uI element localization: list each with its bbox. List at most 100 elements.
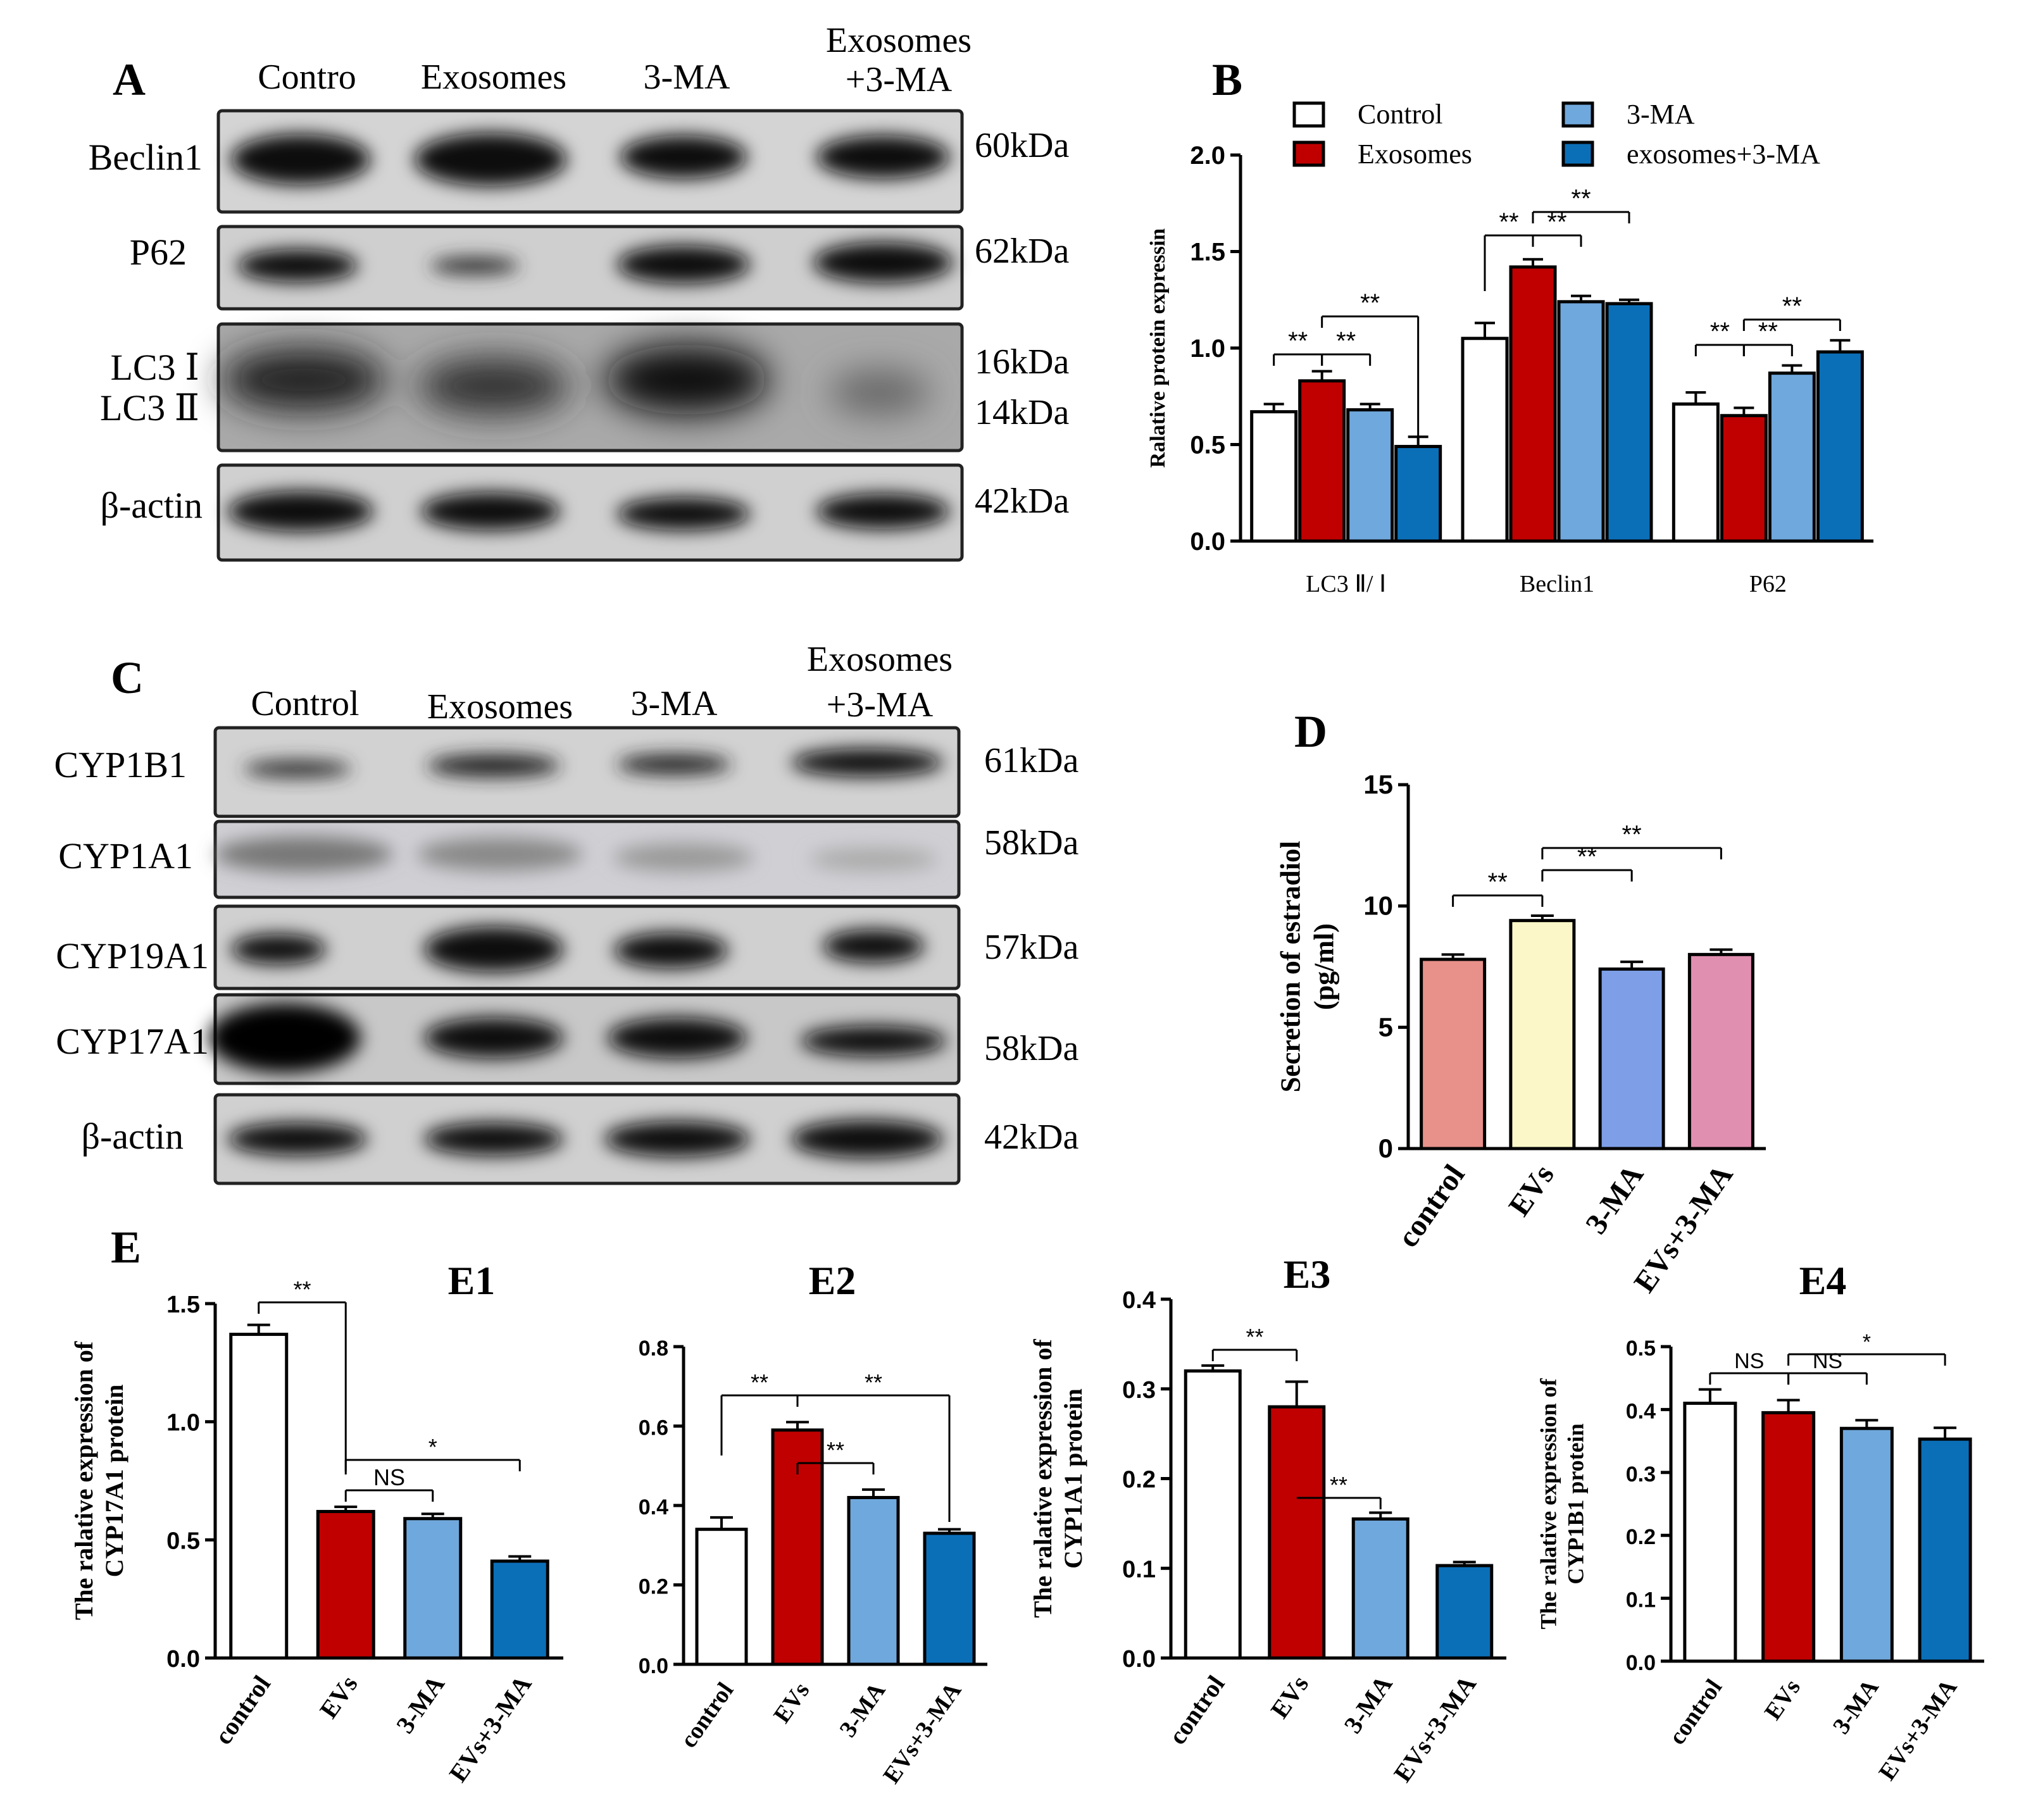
x-tick-label: LC3 Ⅱ/ Ⅰ xyxy=(1306,571,1386,597)
chart-title: E1 xyxy=(448,1258,496,1303)
x-tick-label: EVs xyxy=(1265,1670,1314,1723)
bar xyxy=(1184,1369,1242,1660)
y-tick-label: 0.5 xyxy=(166,1528,200,1554)
row-label-beclin1: Beclin1 xyxy=(89,137,203,178)
sig-label: ** xyxy=(1758,318,1778,346)
bar xyxy=(1394,445,1442,543)
y-axis-label: The ralative expression ofCYP1A1 protein xyxy=(1028,1339,1087,1618)
legend-swatch-combo xyxy=(1561,140,1594,167)
x-tick-label: 3-MA xyxy=(391,1670,450,1738)
kda-lc3: 16kDa 14kDa xyxy=(975,342,1069,432)
x-tick-label: EVs xyxy=(1760,1674,1806,1724)
blot-p62-frame xyxy=(216,225,964,311)
sig-label: NS xyxy=(1734,1349,1764,1373)
lane-label-a-4: Exosomes +3-MA xyxy=(826,21,972,99)
y-axis-label: Ralative protein expressin xyxy=(1146,228,1170,468)
sig-label: ** xyxy=(751,1369,768,1395)
chart-e3: 0.0 0.1 0.2 0.3 0.4 The ralative expression o… xyxy=(1028,1252,1506,1787)
bar xyxy=(1435,1564,1494,1660)
legend-swatch-control xyxy=(1292,101,1325,128)
y-tick-label: 0.0 xyxy=(1190,528,1225,556)
bar xyxy=(403,1517,463,1660)
x-tick-label: EVs+3-MA xyxy=(1388,1670,1482,1787)
text-line: +3-MA xyxy=(827,685,934,725)
y-tick-label: 0.0 xyxy=(1626,1651,1656,1675)
sig-label: ** xyxy=(1488,868,1508,896)
chart-title: E3 xyxy=(1284,1252,1331,1297)
y-tick-label: 0.2 xyxy=(1626,1525,1656,1549)
lane-label-c-3: 3-MA xyxy=(631,684,718,723)
x-tick-label: Beclin1 xyxy=(1520,571,1594,597)
y-axis-label-line: CYP17A1 protein xyxy=(100,1385,128,1578)
bar xyxy=(923,1531,976,1666)
bar xyxy=(847,1495,900,1666)
y-axis-label-line: (pg/ml) xyxy=(1308,923,1339,1010)
y-tick-label: 0.3 xyxy=(1626,1462,1656,1487)
blot-cyp1a1-frame xyxy=(213,820,961,899)
blot-lc3-frame xyxy=(216,322,964,452)
bar xyxy=(1557,300,1605,543)
blot-panel-c: Control Exosomes 3-MA Exosomes +3-MA xyxy=(54,640,1078,1185)
y-axis-label-line: The ralative expression of xyxy=(1535,1378,1561,1629)
sig-label: * xyxy=(428,1434,437,1460)
y-axis-label-line: Secretion of estradiol xyxy=(1275,841,1306,1093)
bar xyxy=(1672,402,1720,543)
y-tick-label: 0.4 xyxy=(1626,1399,1656,1423)
y-axis-label-line: The ralative expression of xyxy=(1028,1339,1057,1618)
y-tick-label: 0.4 xyxy=(639,1495,668,1519)
x-tick-label: 3-MA xyxy=(1579,1159,1650,1240)
x-tick-label: control xyxy=(1163,1670,1230,1749)
y-tick-label: 1.0 xyxy=(1190,335,1225,363)
sig-label: ** xyxy=(1246,1324,1263,1350)
row-label-cyp1a1: CYP1A1 xyxy=(58,835,193,876)
y-axis-label: Secretion of estradiol(pg/ml) xyxy=(1275,841,1340,1093)
bar xyxy=(316,1510,375,1660)
lane-label-c-2: Exosomes xyxy=(427,687,573,726)
chart-e4: 0.0 0.1 0.2 0.3 0.4 0.5 The ralative expressio… xyxy=(1535,1258,1984,1785)
y-tick-label: 0.0 xyxy=(639,1654,668,1678)
x-tick-label: EVs xyxy=(314,1670,363,1723)
x-tick-label: control xyxy=(675,1678,739,1753)
y-tick-label: 0.0 xyxy=(166,1646,200,1673)
sig-label: ** xyxy=(293,1276,311,1302)
chart-title: E2 xyxy=(809,1258,856,1303)
sig-label: ** xyxy=(1499,208,1518,236)
bar xyxy=(1761,1411,1816,1663)
y-tick-label: 5 xyxy=(1378,1012,1393,1042)
lane-label-a-3: 3-MA xyxy=(644,58,730,97)
y-axis-label-line: CYP1B1 protein xyxy=(1563,1423,1589,1584)
bar xyxy=(1268,1405,1326,1660)
x-tick-label: control xyxy=(1391,1159,1472,1254)
y-tick-label: 0.4 xyxy=(1122,1287,1156,1314)
bar xyxy=(1250,410,1298,543)
x-tick-label: P62 xyxy=(1749,571,1787,597)
text-line: Exosomes xyxy=(826,21,972,60)
y-axis-label-line: The ralative expression of xyxy=(70,1341,98,1620)
bar xyxy=(1687,952,1754,1150)
sig-label: ** xyxy=(1288,327,1308,355)
blot-panel-a: Contro Exosomes 3-MA Exosomes +3-MA xyxy=(89,21,1069,562)
text-line: Exosomes xyxy=(807,640,953,679)
bar xyxy=(1839,1426,1894,1663)
bar xyxy=(1683,1401,1737,1663)
legend-label-combo: exosomes+3-MA xyxy=(1627,139,1820,170)
chart-b-legend: Control Exosomes 3-MA exosomes+3-MA xyxy=(1292,99,1820,170)
lane-label-c-1: Control xyxy=(251,684,359,723)
sig-label: ** xyxy=(1710,318,1730,346)
chart-e1: 0.0 0.5 1.0 1.5 The ralative expression ofCY… xyxy=(70,1258,563,1787)
sig-label: NS xyxy=(1813,1349,1842,1373)
sig-label: ** xyxy=(865,1369,882,1395)
panel-label-d: D xyxy=(1294,706,1327,757)
row-label-cyp1b1: CYP1B1 xyxy=(54,744,187,785)
x-tick-label: EVs+3-MA xyxy=(878,1678,966,1788)
bar xyxy=(1816,350,1864,543)
text-line: +3-MA xyxy=(846,60,953,99)
kda-actin-a: 42kDa xyxy=(975,482,1069,521)
bar xyxy=(490,1559,549,1660)
y-tick-label: 0.2 xyxy=(1122,1467,1156,1493)
legend-swatch-3ma xyxy=(1561,101,1594,128)
bar xyxy=(1298,379,1346,543)
x-tick-label: EVs xyxy=(1503,1159,1561,1222)
y-tick-label: 0.8 xyxy=(639,1337,668,1361)
